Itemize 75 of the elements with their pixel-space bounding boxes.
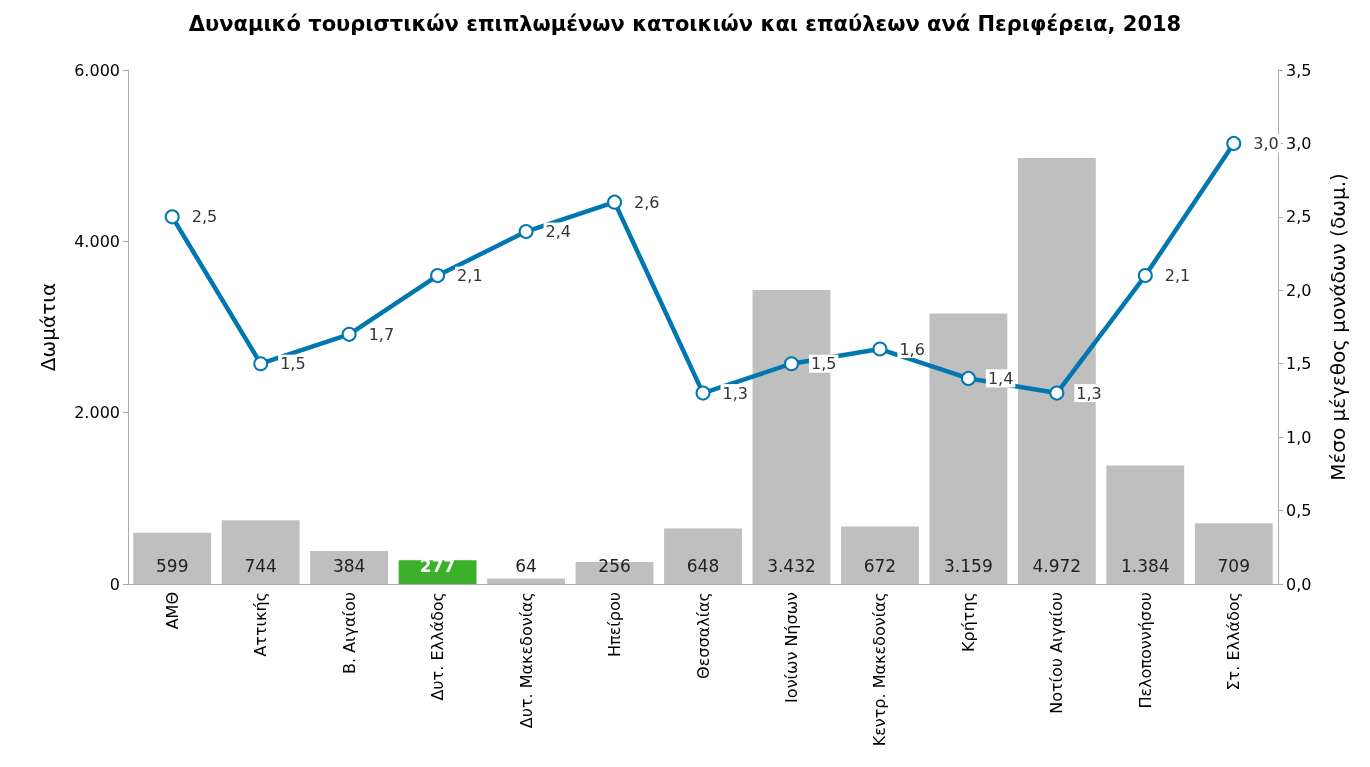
point [960, 370, 976, 386]
data-label: 2,1 [1164, 266, 1191, 286]
x-tick-label: ΑΜΘ [162, 592, 182, 630]
bar [1106, 465, 1185, 584]
x-tick-label: Θεσσαλίας [693, 592, 713, 679]
point [607, 194, 623, 210]
x-tick-label: Ηπείρου [605, 592, 625, 657]
data-label: 3.159 [944, 555, 993, 576]
point [341, 326, 357, 342]
data-label: 1,7 [368, 324, 395, 344]
data-label: 599 [156, 555, 189, 576]
bar [133, 532, 212, 584]
y2-tick-label: 2,0 [1286, 280, 1312, 300]
data-label: 672 [863, 555, 897, 576]
data-label: 2,1 [457, 266, 483, 286]
y2-tick-label: 1,5 [1286, 354, 1312, 374]
point [518, 224, 534, 240]
data-label: 2,6 [634, 192, 660, 212]
bar [310, 551, 389, 584]
x-tick-label: Ιονίων Νήσων [781, 591, 801, 703]
point [164, 209, 180, 225]
bar [841, 526, 919, 584]
data-label: 1,5 [280, 354, 306, 374]
point [1226, 135, 1242, 151]
point [1049, 385, 1065, 401]
y-tick-label: 2.000 [74, 403, 120, 423]
y-tick-label: 0 [109, 574, 120, 594]
y2-tick-label: 0,0 [1286, 574, 1312, 594]
y2-axis-title: Μέσο μέγεθος μονάδων (δωμ.) [1326, 173, 1350, 481]
data-label: 4.972 [1032, 555, 1082, 576]
bar [221, 520, 300, 584]
bar [398, 560, 477, 584]
data-label: 1,5 [810, 354, 837, 374]
y2-tick-label: 0,5 [1286, 501, 1312, 521]
x-tick-label: Δυτ. Ελλάδος [428, 592, 448, 701]
data-label: 3,0 [1253, 133, 1279, 153]
data-label: 744 [244, 555, 277, 576]
y-tick-label: 6.000 [74, 60, 120, 80]
data-label: 709 [1217, 555, 1250, 576]
point [253, 356, 269, 372]
bar [664, 528, 742, 584]
y2-tick-label: 3,5 [1286, 60, 1312, 80]
x-tick-label: Νοτίου Αιγαίου [1047, 592, 1067, 714]
data-label: 1,4 [987, 368, 1014, 388]
x-tick-label: Αττικής [251, 592, 271, 657]
bar [487, 578, 565, 584]
data-label: 2,5 [191, 207, 218, 227]
y2-tick-label: 1,0 [1286, 427, 1312, 447]
bar [1194, 523, 1273, 584]
point [430, 268, 446, 284]
data-label: 1,6 [899, 339, 925, 359]
x-tick-label: Δυτ. Μακεδονίας [516, 592, 536, 729]
x-tick-label: Κεντρ. Μακεδονίας [870, 592, 890, 747]
data-label: 3.432 [767, 555, 816, 576]
data-label: 256 [598, 555, 631, 576]
point [695, 385, 711, 401]
y-tick-label: 4.000 [74, 231, 120, 251]
data-label: 2,4 [545, 222, 572, 242]
data-label: 648 [686, 555, 720, 576]
data-label: 64 [515, 555, 537, 576]
y-axis-title: Δωμάτια [36, 282, 60, 372]
x-tick-label: Στ. Ελλάδος [1224, 592, 1244, 691]
x-tick-label: Πελοποννήσου [1135, 592, 1155, 709]
y2-tick-label: 3,0 [1286, 133, 1312, 153]
x-tick-label: Β. Αιγαίου [339, 592, 359, 674]
data-label: 1,3 [1076, 383, 1102, 403]
point [783, 356, 799, 372]
y2-tick-label: 2,5 [1286, 207, 1312, 227]
chart-title: Δυναμικό τουριστικών επιπλωμένων κατοικιών και επαύλεων ανά Περιφέρεια, 2018 [188, 11, 1182, 36]
x-tick-label: Κρήτης [958, 592, 978, 652]
point [1137, 268, 1153, 284]
data-label: 1,3 [722, 383, 748, 403]
data-label: 1.384 [1120, 555, 1170, 576]
point [872, 341, 888, 357]
data-label: 384 [332, 555, 366, 576]
